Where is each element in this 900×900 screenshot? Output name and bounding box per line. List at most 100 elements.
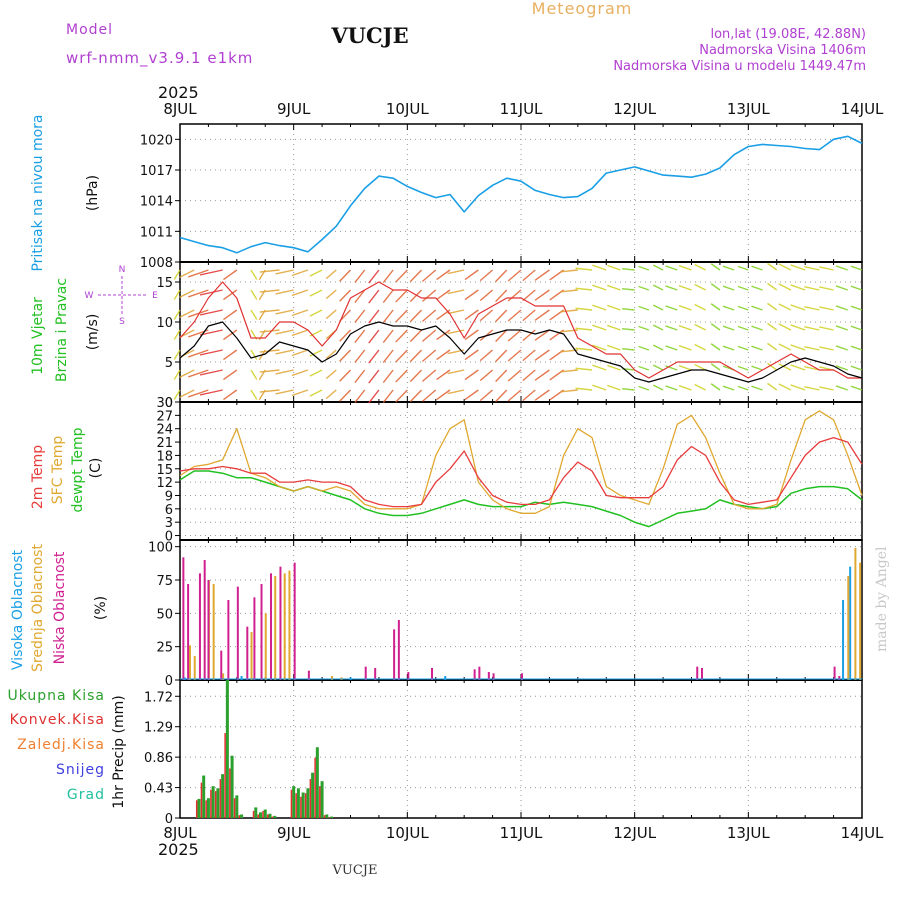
clouds-ytick-label: 100 xyxy=(148,541,173,556)
precip-total-bar xyxy=(306,788,310,818)
wind-barb xyxy=(447,329,465,335)
pressure-ytick-label: 1008 xyxy=(140,256,173,271)
wind-barb xyxy=(819,326,834,331)
wind-barb xyxy=(790,284,806,291)
wind-unit-label: (m/s) xyxy=(85,314,101,351)
wind-barb xyxy=(199,389,223,396)
wind-barb xyxy=(179,389,195,399)
cloud-bar xyxy=(854,548,857,680)
wind-barb xyxy=(507,329,522,342)
wind-barb xyxy=(722,385,735,391)
wind-barb xyxy=(223,309,238,321)
wind-barb xyxy=(819,306,834,311)
wind-barb xyxy=(275,389,294,395)
wind-barb xyxy=(767,362,778,371)
wind-barb xyxy=(179,269,195,279)
wind-barb xyxy=(751,345,763,351)
wind-barb xyxy=(173,389,181,400)
wind-barb xyxy=(694,363,707,371)
wind-barb xyxy=(592,304,607,311)
temperature-ytick-label: 6 xyxy=(165,503,173,518)
wind-barb xyxy=(710,283,721,291)
wind-barb xyxy=(694,303,707,311)
precip-conv-bar xyxy=(195,800,198,818)
wind-barb xyxy=(173,289,181,300)
wind-barb xyxy=(790,324,806,331)
pressure-ytick-label: 1011 xyxy=(140,225,173,240)
wind-barb xyxy=(804,366,820,371)
precipitation-ytick-label: 0.43 xyxy=(144,782,173,797)
wind-barb xyxy=(737,365,749,371)
time-tick-label-bottom: 13JUL xyxy=(727,824,770,842)
cloud-bar xyxy=(236,586,239,680)
wind-barb xyxy=(778,303,792,311)
cloud-bar xyxy=(838,676,841,680)
wind-barb xyxy=(665,325,678,331)
precip-conv-bar xyxy=(229,768,231,818)
wind-barb xyxy=(835,265,849,271)
dewpoint-line xyxy=(179,470,863,528)
wind-barb xyxy=(607,324,621,331)
wind-barb xyxy=(710,263,721,271)
wind-barb xyxy=(575,287,593,291)
wind-barb xyxy=(665,345,678,351)
wind-barb xyxy=(751,365,763,371)
time-tick-label-bottom: 9JUL xyxy=(277,824,311,842)
wind-ytick-label: 15 xyxy=(156,276,173,291)
pressure-ylabel: Pritisak na nivou mora (hPa) xyxy=(30,114,101,271)
wind-barb xyxy=(291,329,309,337)
wind-barb xyxy=(436,269,451,281)
time-tick-label-top: 9JUL xyxy=(277,100,311,118)
wind-barb xyxy=(173,349,181,360)
wind-barb xyxy=(291,269,309,277)
wind-barb xyxy=(309,329,323,337)
cloud-bar xyxy=(293,562,296,680)
wind-barb xyxy=(819,286,834,291)
pressure-ytick-label: 1017 xyxy=(140,164,173,179)
wind-barb xyxy=(479,369,494,382)
time-tick-label-bottom: 12JUL xyxy=(613,824,656,842)
wind-barb xyxy=(395,369,408,383)
wind-barb xyxy=(421,269,437,282)
temperature-ytick-label: 9 xyxy=(165,489,173,504)
clouds-ytick-label: 50 xyxy=(156,607,173,622)
temp2m-line xyxy=(179,436,863,508)
wind-barb xyxy=(737,305,749,311)
wind-barb xyxy=(199,349,223,356)
wind-barb xyxy=(737,345,749,351)
wind-barb xyxy=(575,367,593,371)
wind-barb xyxy=(179,289,195,299)
wind-barb xyxy=(694,323,707,331)
wind-barb xyxy=(382,389,394,404)
cloud-bar xyxy=(246,626,249,680)
time-tick-label-top: 12JUL xyxy=(613,100,656,118)
precip-conv-bar xyxy=(271,816,274,818)
precip-total-bar xyxy=(315,747,319,818)
wind-barb xyxy=(592,284,607,291)
precip-legend-item: Ukupna Kisa xyxy=(7,688,105,704)
wind-barb xyxy=(421,309,437,322)
wind-barb xyxy=(638,345,650,351)
wind-barb xyxy=(339,349,352,362)
precip-total-bar xyxy=(197,798,201,818)
wind-barb xyxy=(652,264,664,271)
wind-barb xyxy=(479,269,494,282)
cloud-bar xyxy=(393,629,396,680)
temperature-ytick-label: 18 xyxy=(156,449,173,464)
wind-barb xyxy=(259,389,280,393)
precip-conv-bar xyxy=(233,798,236,818)
wind-barb xyxy=(447,369,465,375)
wind-barb xyxy=(751,285,763,291)
compass-e: E xyxy=(152,291,158,301)
wind-barb xyxy=(409,269,423,283)
temp2m-axis-title: 2m Temp xyxy=(30,445,46,509)
precip-total-bar xyxy=(259,812,263,818)
wind-barb xyxy=(534,289,550,301)
wind-barb xyxy=(464,329,479,341)
wind-barb xyxy=(382,309,394,324)
wind-barb xyxy=(522,389,536,402)
wind-barb xyxy=(678,345,692,351)
wind-barb xyxy=(464,349,479,361)
wind-barb xyxy=(638,365,650,371)
precip-total-bar xyxy=(230,755,234,818)
